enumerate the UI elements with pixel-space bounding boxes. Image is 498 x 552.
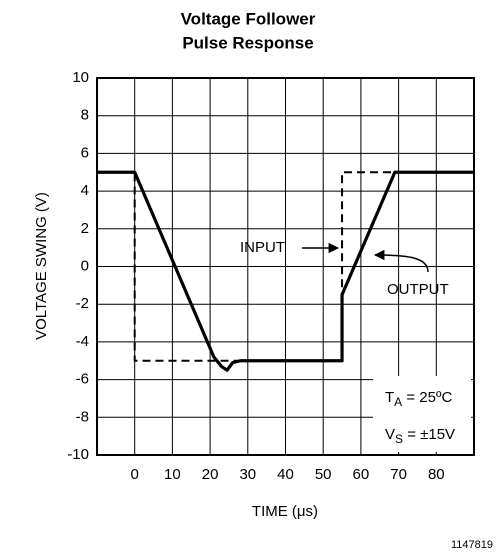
chart-title: Voltage Follower <box>181 9 316 28</box>
condition: TA = 25ºC <box>385 389 452 409</box>
condition: VS = ±15V <box>385 426 455 446</box>
y-tick-label: 6 <box>81 144 89 161</box>
y-tick-label: 2 <box>81 220 89 237</box>
y-tick-label: -6 <box>76 371 89 388</box>
conditions-box <box>373 376 471 452</box>
lines <box>97 170 474 372</box>
condition-rest: = ±15V <box>403 426 455 443</box>
y-tick-label: -4 <box>76 333 89 350</box>
x-tick-label: 40 <box>277 466 294 483</box>
y-tick-label: 0 <box>81 257 89 274</box>
y-tick-label: -2 <box>76 295 89 312</box>
chart-title: Pulse Response <box>182 33 313 52</box>
output-arrow <box>373 249 429 273</box>
y-tick-label: -10 <box>67 446 89 463</box>
x-tick-label: 60 <box>353 466 370 483</box>
x-tick-label: 10 <box>164 466 181 483</box>
condition-sub: S <box>395 432 403 446</box>
x-tick-label: 50 <box>315 466 332 483</box>
y-tick-label: 4 <box>81 182 89 199</box>
y-axis-label: VOLTAGE SWING (V) <box>33 192 50 340</box>
condition-main: V <box>385 426 395 443</box>
series-line <box>97 170 474 372</box>
condition-rest: = 25ºC <box>402 389 452 406</box>
y-tick-label: 10 <box>72 69 89 86</box>
x-tick-label: 70 <box>390 466 407 483</box>
x-tick-label: 0 <box>131 466 139 483</box>
x-tick-label: 20 <box>202 466 219 483</box>
plot-frame <box>96 77 475 456</box>
x-tick-label: 80 <box>428 466 445 483</box>
x-tick-label: 30 <box>239 466 256 483</box>
y-tick-label: -8 <box>76 408 89 425</box>
figure-id: 1147819 <box>451 539 493 551</box>
series-label: INPUT <box>240 239 285 256</box>
series-label: OUTPUT <box>387 281 449 298</box>
x-axis-label: TIME (μs) <box>252 503 318 520</box>
condition-main: T <box>385 389 394 406</box>
y-tick-label: 8 <box>81 107 89 124</box>
condition-sub: A <box>394 395 402 409</box>
